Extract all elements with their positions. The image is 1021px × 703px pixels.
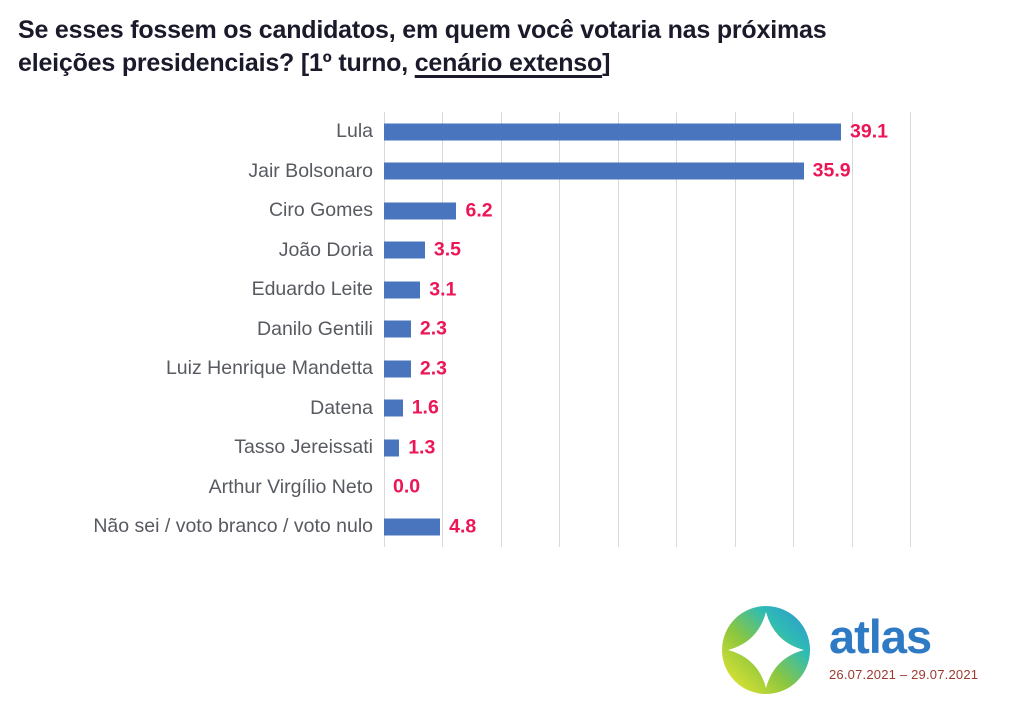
value-label: 39.1 (850, 120, 888, 143)
chart-row: Datena 1.6 (20, 389, 1001, 429)
category-label: Não sei / voto branco / voto nulo (93, 515, 373, 538)
category-label: Jair Bolsonaro (248, 159, 373, 182)
title-underlined-scenario: cenário extenso (414, 49, 603, 77)
chart-row: João Doria 3.5 (20, 231, 1001, 271)
bar-track: 3.1 (384, 270, 1001, 310)
bar (384, 320, 411, 338)
logo-compass-star (728, 612, 804, 688)
bar-track: 6.2 (384, 191, 1001, 231)
category-label: Eduardo Leite (251, 278, 373, 301)
bar-track: 3.5 (384, 231, 1001, 271)
value-label: 1.6 (411, 396, 439, 419)
gridline (851, 112, 853, 547)
bar (384, 439, 400, 457)
category-label: Tasso Jereissati (234, 436, 373, 459)
chart-row: Ciro Gomes 6.2 (20, 191, 1001, 231)
page-title: Se esses fossem os candidatos, em quem v… (18, 14, 1008, 80)
title-line2-suffix: ] (602, 49, 611, 77)
value-label: 1.3 (408, 436, 436, 459)
value-label: 2.3 (419, 357, 447, 380)
gridline (910, 112, 911, 547)
value-label: 3.5 (433, 238, 462, 261)
bar (384, 399, 403, 417)
survey-date-range: 26.07.2021 – 29.07.2021 (829, 667, 979, 682)
gridline (793, 112, 795, 547)
bar (384, 241, 425, 259)
bar-track: 1.3 (384, 428, 1001, 468)
value-label: 4.8 (449, 515, 477, 538)
title-line1: Se esses fossem os candidatos, em quem v… (18, 16, 827, 44)
chart-rows: Lula 39.1 Jair Bolsonaro 35.9 Ciro Gomes 6.2 J… (20, 112, 1001, 547)
bar-track: 0.0 (384, 468, 1001, 508)
category-label: Luiz Henrique Mandetta (165, 357, 373, 380)
gridline (676, 112, 678, 547)
brand-column: atlas 26.07.2021 – 29.07.2021 (829, 605, 979, 683)
value-label: 6.2 (465, 199, 493, 222)
bar (384, 360, 411, 378)
bar (384, 202, 457, 220)
value-label: 0.0 (393, 475, 421, 498)
bar-track: 1.6 (384, 389, 1001, 429)
footer-branding: atlas 26.07.2021 – 29.07.2021 (721, 605, 978, 695)
bar-track: 2.3 (384, 310, 1001, 350)
chart-row: Eduardo Leite 3.1 (20, 270, 1001, 310)
gridline (442, 112, 444, 547)
bar (384, 281, 421, 299)
category-label: Ciro Gomes (268, 199, 373, 222)
chart-row: Arthur Virgílio Neto 0.0 (20, 468, 1001, 508)
gridline (559, 112, 561, 547)
atlas-compass-logo-icon (722, 606, 810, 694)
bar (384, 518, 441, 536)
bar-track: 35.9 (384, 152, 1001, 192)
gridline (734, 112, 736, 547)
category-label: João Doria (278, 238, 373, 261)
horizontal-bar-chart: Lula 39.1 Jair Bolsonaro 35.9 Ciro Gomes 6.2 J… (20, 112, 1001, 703)
bar-track: 2.3 (384, 349, 1001, 389)
bar (384, 123, 842, 141)
bar (384, 162, 804, 180)
category-label: Danilo Gentili (257, 317, 373, 340)
gridline (500, 112, 502, 547)
title-line2-prefix: eleições presidenciais? [1º turno, (18, 49, 415, 77)
chart-row: Jair Bolsonaro 35.9 (20, 152, 1001, 192)
chart-row: Danilo Gentili 2.3 (20, 310, 1001, 350)
chart-row: Tasso Jereissati 1.3 (20, 428, 1001, 468)
chart-row: Luiz Henrique Mandetta 2.3 (20, 349, 1001, 389)
brand-wordmark: atlas (829, 610, 932, 663)
chart-row: Não sei / voto branco / voto nulo 4.8 (20, 507, 1001, 547)
chart-row: Lula 39.1 (20, 112, 1001, 152)
category-label: Arthur Virgílio Neto (208, 475, 373, 498)
value-label: 3.1 (429, 278, 457, 301)
gridline (617, 112, 619, 547)
bar-track: 4.8 (384, 507, 1001, 547)
category-label: Lula (336, 120, 373, 143)
value-label: 2.3 (419, 317, 447, 340)
bar-track: 39.1 (384, 112, 1001, 152)
value-label: 35.9 (812, 159, 851, 182)
category-label: Datena (310, 396, 373, 419)
